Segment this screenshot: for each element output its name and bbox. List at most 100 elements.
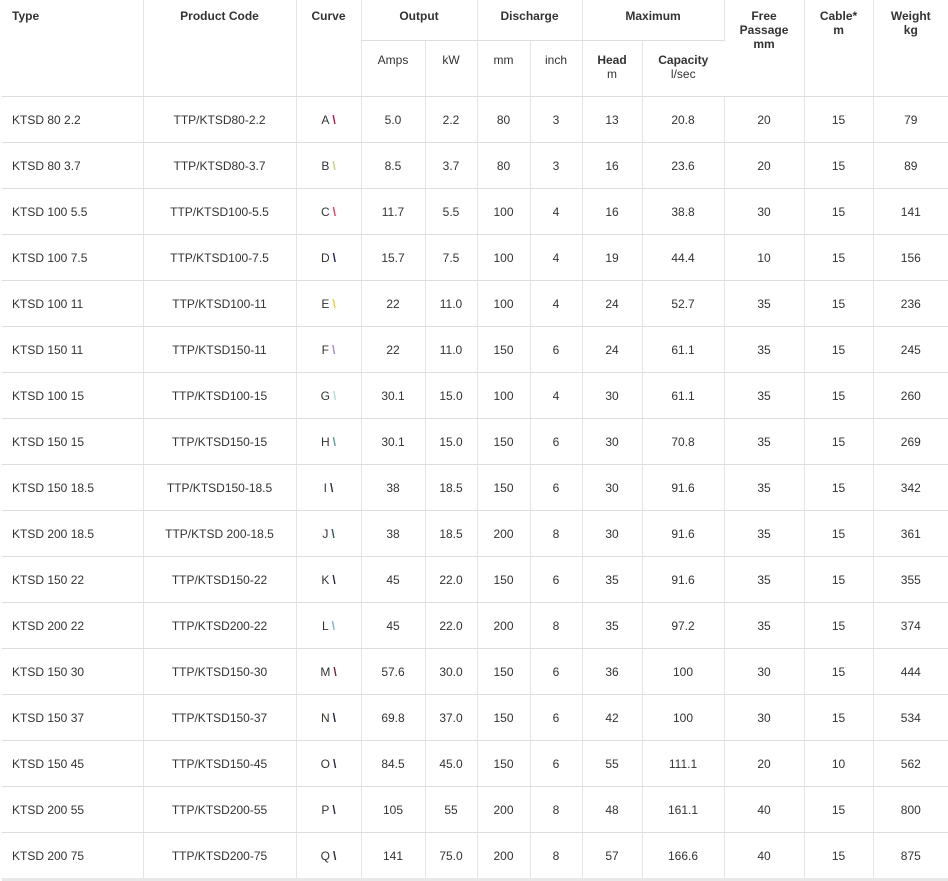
header-cable: Cable* m: [804, 0, 874, 97]
cell-free-passage: 40: [724, 786, 805, 833]
cell-text: 6: [552, 710, 560, 725]
cell-amps: 38: [361, 510, 426, 557]
cell-weight: 269: [873, 418, 948, 465]
cell-text: O: [320, 756, 330, 771]
cell-cable: 15: [804, 188, 874, 235]
cell-cable: 15: [804, 648, 874, 695]
curve-color-mark-icon: \: [330, 480, 334, 495]
cell-text: KTSD 150 15: [12, 434, 85, 449]
cell-text: 15: [831, 388, 846, 403]
cell-free-passage: 20: [724, 142, 805, 189]
cell-cable: 15: [804, 602, 874, 649]
cell-text: 42: [605, 710, 619, 725]
cell-capacity: 61.1: [642, 372, 725, 419]
cell-capacity: 161.1: [642, 786, 725, 833]
cell-text: 37.0: [439, 710, 463, 725]
cell-discharge-inch: 6: [530, 740, 583, 787]
table-row: KTSD 80 3.7 TTP/KTSD80-3.7 B \ 8.5 3.7 80 3 16 23…: [2, 142, 948, 189]
cell-kw: 75.0: [425, 832, 478, 881]
cell-text: 36: [605, 664, 619, 679]
cell-cable: 15: [804, 234, 874, 281]
cell-discharge-mm: 200: [477, 510, 531, 557]
cell-text: 35: [757, 480, 771, 495]
cell-weight: 875: [873, 832, 948, 881]
cell-free-passage: 30: [724, 694, 805, 741]
cell-product-code: TTP/KTSD200-75: [143, 832, 297, 881]
cell-text: 35: [757, 434, 771, 449]
cell-text: 200: [493, 848, 514, 863]
header-output: Output: [361, 0, 478, 41]
cell-text: 200: [493, 526, 514, 541]
cell-capacity: 70.8: [642, 418, 725, 465]
cell-kw: 22.0: [425, 602, 478, 649]
cell-text: F: [321, 342, 329, 357]
table-row: KTSD 150 11 TTP/KTSD150-11 F \ 22 11.0 150 6 24 6…: [2, 326, 948, 373]
table-row: KTSD 150 45 TTP/KTSD150-45 O \ 84.5 45.0 150 6 5…: [2, 740, 948, 787]
cell-curve: F \: [296, 326, 362, 373]
cell-text: 18.5: [439, 526, 463, 541]
cell-text: 30: [605, 480, 619, 495]
cell-discharge-inch: 8: [530, 510, 583, 557]
cell-text: 374: [900, 618, 921, 633]
cell-text: 8: [552, 618, 560, 633]
cell-product-code: TTP/KTSD150-37: [143, 694, 297, 741]
cell-text: 166.6: [668, 848, 699, 863]
cell-text: TTP/KTSD80-3.7: [173, 158, 266, 173]
cell-text: 6: [552, 572, 560, 587]
cell-capacity: 97.2: [642, 602, 725, 649]
curve-color-mark-icon: \: [332, 112, 336, 127]
cell-text: G: [320, 388, 330, 403]
cell-type: KTSD 80 2.2: [2, 96, 144, 143]
cell-text: 800: [900, 802, 921, 817]
cell-weight: 236: [873, 280, 948, 327]
cell-text: TTP/KTSD80-2.2: [173, 112, 266, 127]
cell-type: KTSD 150 45: [2, 740, 144, 787]
cell-head: 30: [582, 510, 643, 557]
cell-discharge-inch: 8: [530, 832, 583, 881]
cell-text: KTSD 150 11: [12, 342, 84, 357]
header-kw: kW: [425, 40, 478, 97]
cell-amps: 105: [361, 786, 426, 833]
cell-discharge-mm: 100: [477, 280, 531, 327]
cell-text: 15: [831, 802, 846, 817]
cell-text: 22.0: [439, 572, 463, 587]
cell-text: TTP/KTSD 200-18.5: [165, 526, 274, 541]
cell-amps: 30.1: [361, 372, 426, 419]
cell-text: 45: [386, 572, 400, 587]
cell-head: 55: [582, 740, 643, 787]
cell-discharge-inch: 6: [530, 326, 583, 373]
cell-text: 91.6: [671, 572, 695, 587]
cell-weight: 141: [873, 188, 948, 235]
cell-type: KTSD 150 22: [2, 556, 144, 603]
cell-text: 562: [900, 756, 921, 771]
cell-text: 35: [757, 296, 771, 311]
header-curve: Curve: [296, 0, 362, 97]
cell-free-passage: 40: [724, 832, 805, 881]
cell-text: 30: [605, 434, 619, 449]
cell-text: 35: [757, 342, 771, 357]
cell-type: KTSD 100 7.5: [2, 234, 144, 281]
cell-product-code: TTP/KTSD100-11: [143, 280, 297, 327]
cell-text: 342: [900, 480, 921, 495]
cell-text: 3: [552, 158, 560, 173]
cell-text: KTSD 80 3.7: [12, 158, 81, 173]
cell-amps: 57.6: [361, 648, 426, 695]
curve-color-mark-icon: \: [332, 434, 336, 449]
cell-amps: 22: [361, 326, 426, 373]
cell-amps: 30.1: [361, 418, 426, 465]
cell-product-code: TTP/KTSD 200-18.5: [143, 510, 297, 557]
cell-text: 15.0: [439, 434, 463, 449]
table-row: KTSD 200 75 TTP/KTSD200-75 Q \ 141 75.0 200 8 57…: [2, 832, 948, 881]
cell-text: 875: [900, 848, 921, 863]
cell-discharge-mm: 100: [477, 234, 531, 281]
cell-head: 16: [582, 142, 643, 189]
cell-weight: 245: [873, 326, 948, 373]
cell-capacity: 91.6: [642, 510, 725, 557]
cell-text: 15: [831, 572, 846, 587]
cell-amps: 84.5: [361, 740, 426, 787]
cell-free-passage: 35: [724, 326, 805, 373]
cell-text: 15: [831, 158, 846, 173]
cell-text: 15: [831, 480, 846, 495]
cell-text: TTP/KTSD150-30: [171, 664, 268, 679]
cell-discharge-inch: 3: [530, 96, 583, 143]
